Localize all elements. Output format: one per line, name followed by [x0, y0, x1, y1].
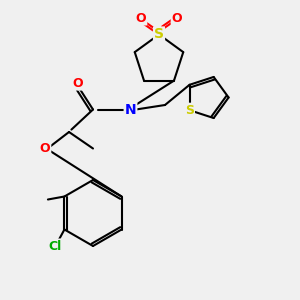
Text: S: S — [154, 28, 164, 41]
Text: O: O — [136, 11, 146, 25]
Text: Cl: Cl — [49, 239, 62, 253]
Text: O: O — [73, 76, 83, 90]
Text: O: O — [40, 142, 50, 155]
Text: S: S — [185, 104, 194, 117]
Text: N: N — [125, 103, 136, 116]
Text: O: O — [172, 11, 182, 25]
